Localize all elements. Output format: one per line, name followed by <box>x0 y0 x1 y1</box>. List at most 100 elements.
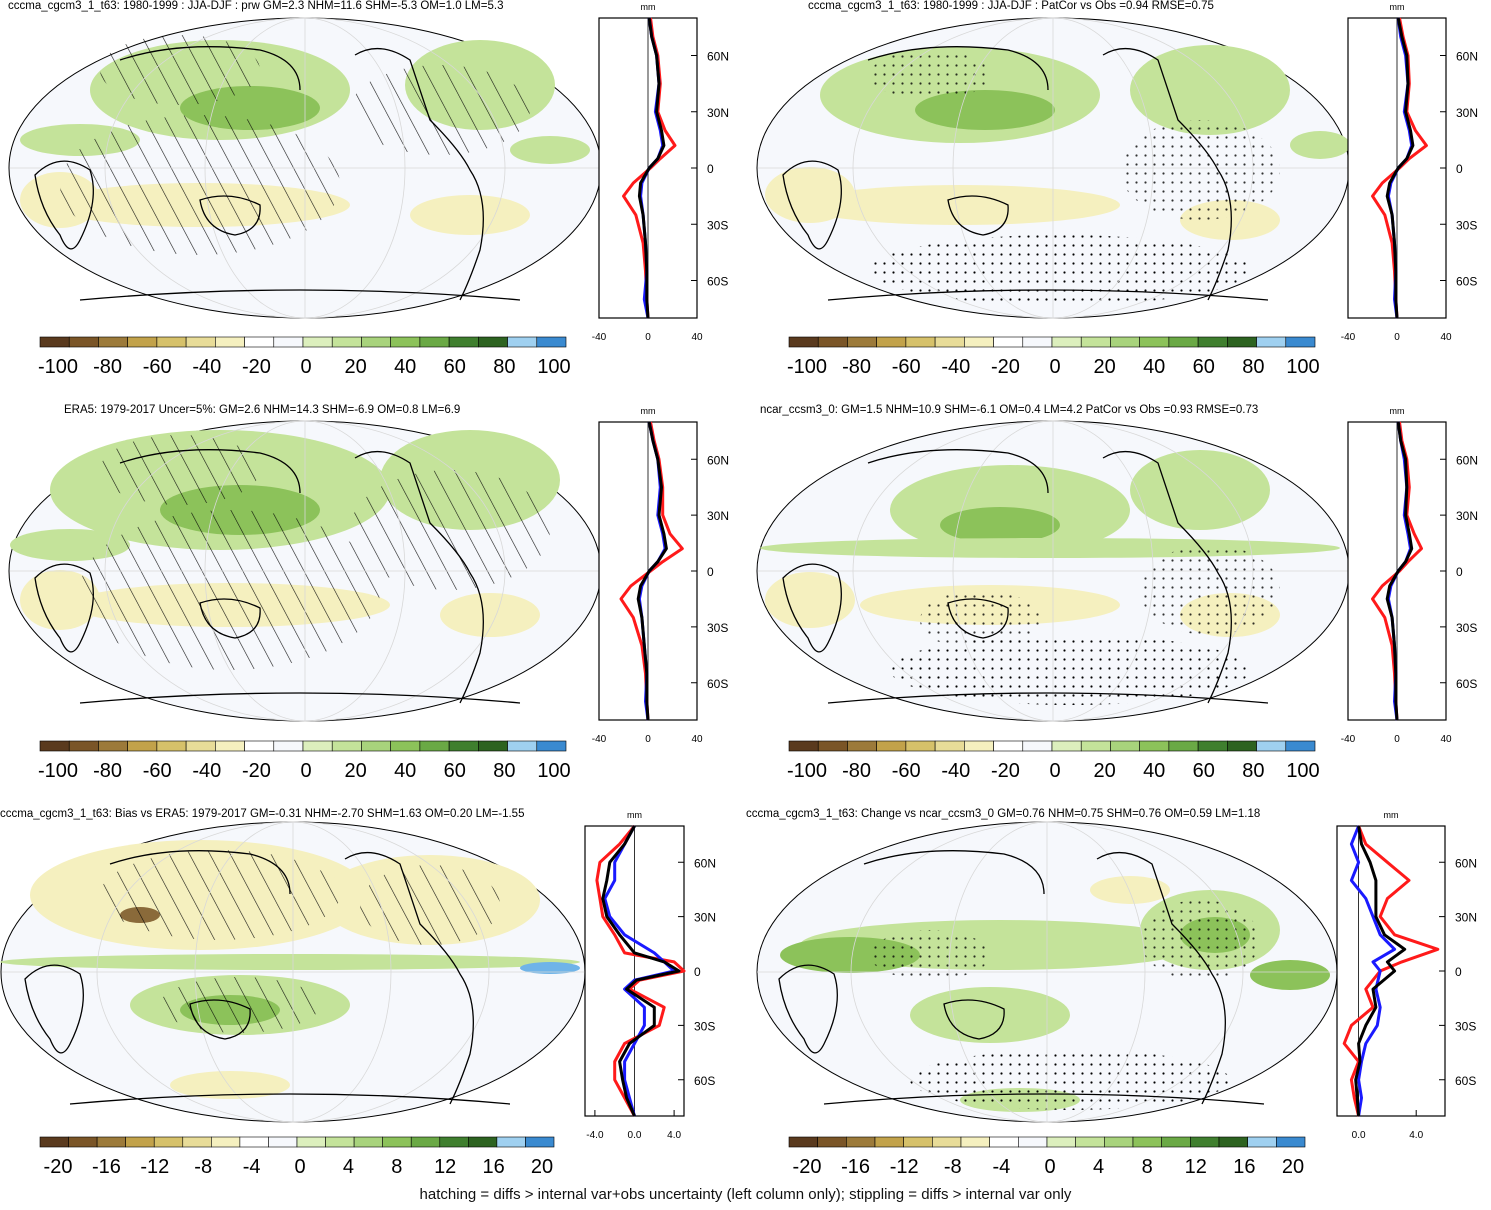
profile-x-tick-label: 40 <box>1440 332 1452 343</box>
colorbar-swatch <box>302 740 333 752</box>
profile-line-black <box>1354 825 1407 1117</box>
profile-xlabel: mm <box>1384 810 1399 820</box>
colorbar-swatch <box>536 336 567 348</box>
colorbar-tick-label: -40 <box>941 760 970 782</box>
colorbar-swatch <box>185 336 216 348</box>
colorbar-swatch <box>993 336 1024 348</box>
colorbar-swatch <box>215 740 245 752</box>
colorbar-swatch <box>817 1136 847 1148</box>
graticule <box>758 17 1348 319</box>
colorbar-swatch <box>39 1136 69 1148</box>
colorbar-tick-label: 0 <box>300 760 311 782</box>
colorbar-tick-label: 8 <box>1142 1156 1153 1178</box>
colorbar: -100 -80 -60 -40 -20 0 20 40 60 80 100 <box>787 740 1320 782</box>
coastlines <box>34 46 521 301</box>
profile-x-tick-label: -40 <box>1341 734 1356 745</box>
colorbar-swatch <box>361 336 391 348</box>
colorbar-tick-label: 4 <box>1093 1156 1104 1178</box>
profile-y-tick-label: 60S <box>1455 1074 1476 1088</box>
colorbar-swatch <box>1161 1136 1191 1148</box>
colorbar-swatch <box>68 1136 98 1148</box>
colorbar-swatch <box>478 740 508 752</box>
colorbar-swatch <box>788 1136 818 1148</box>
colorbar-swatch <box>439 1136 469 1148</box>
colorbar-swatch <box>1218 1136 1248 1148</box>
colorbar-swatch <box>185 740 216 752</box>
colorbar-swatch <box>788 740 819 752</box>
profile-y-tick-label: 0 <box>707 162 714 176</box>
colorbar-swatch <box>68 740 99 752</box>
colorbar: -20 -16 -12 -8 -4 0 4 8 12 16 20 <box>788 1136 1306 1178</box>
colorbar-tick-label: 40 <box>394 356 416 378</box>
graticule <box>758 420 1348 722</box>
colorbar-swatch <box>39 740 70 752</box>
profile-line-black <box>637 17 666 319</box>
colorbar-tick-label: 4 <box>343 1156 354 1178</box>
profile-y-tick-label: 0 <box>707 565 714 579</box>
profile-x-tick-label: 0.0 <box>1352 1130 1366 1141</box>
colorbar-tick-label: 80 <box>493 356 515 378</box>
colorbar-swatch <box>127 336 158 348</box>
profile-y-tick-label: 30S <box>707 621 728 635</box>
colorbar-swatch <box>96 1136 126 1148</box>
colorbar-tick-label: 20 <box>344 760 366 782</box>
colorbar-swatch <box>419 740 450 752</box>
colorbar-swatch <box>1022 740 1053 752</box>
colorbar-swatch <box>507 336 538 348</box>
colorbar-tick-label: -100 <box>38 760 78 782</box>
colorbar-swatch <box>934 336 965 348</box>
profile-xlabel: mm <box>1390 406 1405 416</box>
profile-y-tick-label: 30S <box>1455 1019 1476 1033</box>
colorbar-swatch <box>1022 336 1053 348</box>
graticule <box>10 420 600 722</box>
coastlines <box>778 850 1265 1105</box>
colorbar-swatch <box>1285 740 1316 752</box>
colorbar-labels: -100 -80 -60 -40 -20 0 20 40 60 80 100 <box>787 356 1320 378</box>
profile-x-tick-label: 0 <box>1394 734 1400 745</box>
colorbar-tick-label: 20 <box>1093 356 1115 378</box>
colorbar-swatch <box>468 1136 498 1148</box>
profile-y-tick-label: 30N <box>1456 106 1478 120</box>
profile-y-tick-label: 60N <box>707 453 729 467</box>
profile-x-tick-label: -40 <box>592 332 607 343</box>
colorbar-tick-label: 12 <box>1185 1156 1207 1178</box>
colorbar-swatch <box>1197 740 1228 752</box>
colorbar-tick-label: -20 <box>242 356 271 378</box>
colorbar-tick-label: 40 <box>394 760 416 782</box>
colorbar-swatch <box>382 1136 412 1148</box>
panel-bottom-left: cccma_cgcm3_1_t63: Bias vs ERA5: 1979-20… <box>0 808 716 1178</box>
profile-x-tick-label: -40 <box>1341 332 1356 343</box>
colorbar-tick-label: -80 <box>93 356 122 378</box>
colorbar-swatch <box>331 336 362 348</box>
colorbar-tick-label: 20 <box>1093 760 1115 782</box>
colorbar-tick-label: -40 <box>192 760 221 782</box>
zonal-mean-profile: mm -40 0 40 60N 30N 0 30S 60S <box>592 406 729 745</box>
colorbar-swatch <box>1227 336 1257 348</box>
colorbar-tick-label: -60 <box>143 356 172 378</box>
panel-middle-left: ERA5: 1979-2017 Uncer=5%: GM=2.6 NHM=14.… <box>8 404 729 782</box>
panel-top-right: cccma_cgcm3_1_t63: 1980-1999 : JJA-DJF :… <box>756 0 1478 378</box>
colorbar-tick-label: 100 <box>1286 760 1319 782</box>
colorbar-swatch <box>905 336 936 348</box>
colorbar-tick-label: -100 <box>38 356 78 378</box>
colorbar-labels: -20 -16 -12 -8 -4 0 4 8 12 16 20 <box>793 1156 1305 1178</box>
profile-y-tick-label: 60S <box>1456 275 1477 289</box>
colorbar-tick-label: 60 <box>1193 760 1215 782</box>
graticule <box>2 821 584 1123</box>
colorbar-swatch <box>211 1136 241 1148</box>
profile-y-tick-label: 30N <box>707 106 729 120</box>
profile-xlabel: mm <box>627 810 642 820</box>
colorbar-tick-label: 16 <box>1233 1156 1255 1178</box>
colorbar-swatch <box>1168 740 1199 752</box>
colorbar-tick-label: 0 <box>294 1156 305 1178</box>
profile-y-tick-label: 30S <box>707 218 728 232</box>
colorbar-swatch <box>525 1136 555 1148</box>
colorbar-labels: -100 -80 -60 -40 -20 0 20 40 60 80 100 <box>38 760 571 782</box>
colorbar-tick-label: 40 <box>1143 356 1165 378</box>
profile-x-tick-label: -40 <box>592 734 607 745</box>
colorbar-swatch <box>390 336 421 348</box>
zonal-mean-profile: mm -40 0 40 60N 30N 0 30S 60S <box>1341 2 1478 343</box>
colorbar-swatch <box>39 336 70 348</box>
colorbar-tick-label: -40 <box>192 356 221 378</box>
profile-y-tick-label: 0 <box>1456 162 1463 176</box>
